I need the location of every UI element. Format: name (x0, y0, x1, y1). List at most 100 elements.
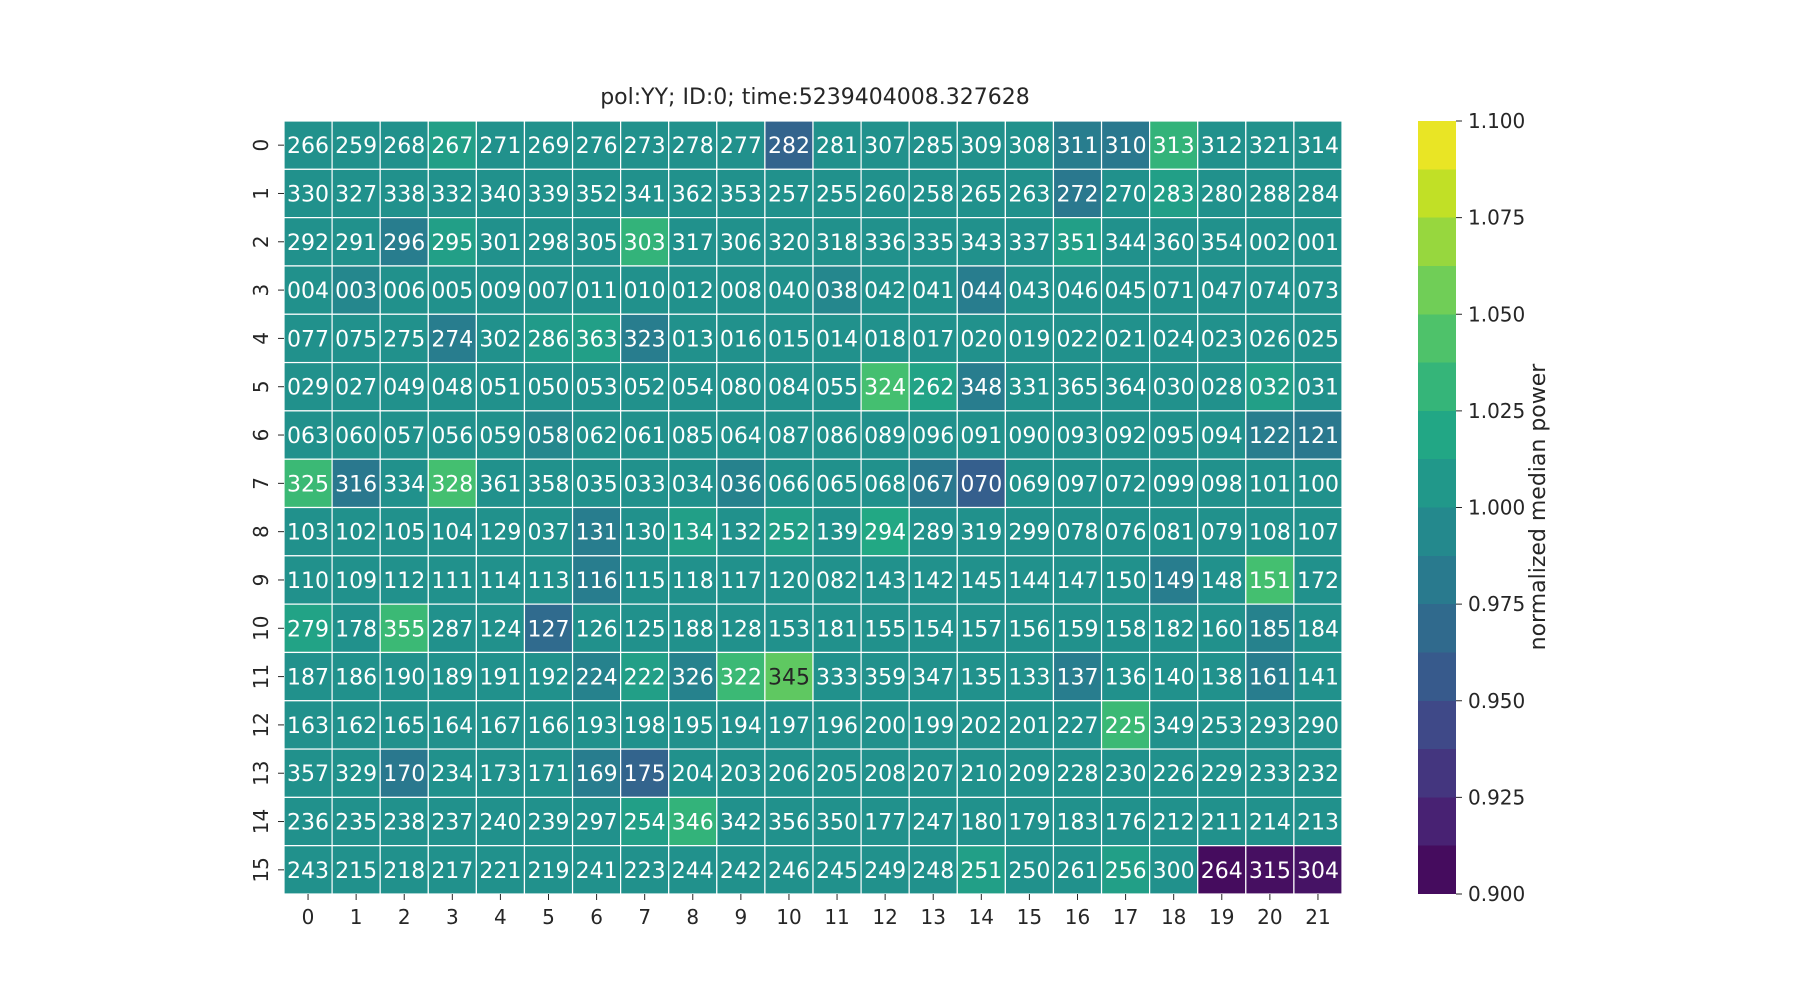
heatmap-cell (331, 748, 381, 798)
cell-label: 237 (431, 811, 473, 836)
cell-label: 086 (816, 424, 858, 449)
heatmap-cell (475, 845, 526, 895)
cell-label: 071 (1153, 279, 1195, 304)
cell-label: 357 (287, 762, 329, 787)
heatmap-cell (1293, 265, 1343, 315)
cell-label: 007 (528, 279, 570, 304)
cell-label: 091 (960, 424, 1002, 449)
cell-label: 122 (1249, 424, 1291, 449)
heatmap-cell (571, 796, 622, 847)
y-tick-label: 10 (249, 616, 273, 641)
cell-label: 184 (1297, 617, 1339, 642)
heatmap-cell (571, 458, 622, 509)
cell-label: 272 (1057, 182, 1099, 207)
heatmap-cell (716, 651, 766, 702)
heatmap-cell (1100, 168, 1151, 219)
cell-label: 310 (1105, 134, 1147, 159)
cell-label: 095 (1153, 424, 1195, 449)
heatmap-cell (956, 410, 1006, 460)
cell-label: 114 (479, 569, 521, 594)
cell-label: 229 (1201, 762, 1243, 787)
heatmap-cell (1293, 217, 1343, 267)
cell-label: 006 (383, 279, 425, 304)
cell-label: 278 (672, 134, 714, 159)
cell-label: 147 (1057, 569, 1099, 594)
cell-label: 023 (1201, 327, 1243, 352)
heatmap-cell (1245, 845, 1295, 895)
cell-label: 014 (816, 327, 858, 352)
heatmap-cell (523, 361, 574, 412)
cell-label: 300 (1153, 859, 1195, 884)
cell-label: 175 (624, 762, 666, 787)
cell-label: 107 (1297, 521, 1339, 546)
cell-label: 363 (576, 327, 618, 352)
cell-label: 319 (960, 521, 1002, 546)
heatmap-cell (427, 265, 477, 315)
cell-label: 250 (1008, 859, 1050, 884)
cell-label: 024 (1153, 327, 1195, 352)
cell-label: 183 (1057, 811, 1099, 836)
cell-label: 044 (960, 279, 1002, 304)
cell-label: 200 (864, 714, 906, 739)
cell-label: 021 (1105, 327, 1147, 352)
cell-label: 186 (335, 666, 377, 691)
cell-label: 133 (1008, 666, 1050, 691)
heatmap-cell (1004, 410, 1055, 460)
cell-label: 280 (1201, 182, 1243, 207)
x-tick-label: 0 (302, 905, 315, 929)
cell-label: 199 (912, 714, 954, 739)
heatmap-cell (523, 603, 574, 654)
heatmap-cell (716, 555, 766, 605)
heatmap-cell (716, 265, 766, 315)
cell-label: 154 (912, 617, 954, 642)
heatmap-cell (379, 265, 429, 315)
heatmap-cell (475, 217, 526, 267)
cell-label: 141 (1297, 666, 1339, 691)
cell-label: 323 (624, 327, 666, 352)
x-tick-label: 11 (824, 905, 849, 929)
heatmap-cell (1100, 700, 1151, 750)
cell-label: 224 (576, 666, 618, 691)
cell-label: 342 (720, 811, 762, 836)
heatmap-cell (1197, 120, 1247, 170)
cell-label: 288 (1249, 182, 1291, 207)
cell-label: 343 (960, 231, 1002, 256)
x-tick-label: 17 (1113, 905, 1138, 929)
cell-label: 165 (383, 714, 425, 739)
cell-label: 150 (1105, 569, 1147, 594)
heatmap-cell (1293, 700, 1343, 750)
cell-label: 355 (383, 617, 425, 642)
cell-label: 121 (1297, 424, 1339, 449)
colorbar-tick-label: 1.000 (1468, 496, 1525, 520)
cell-label: 211 (1201, 811, 1243, 836)
heatmap-cell (1052, 506, 1103, 557)
heatmap-cell (379, 506, 429, 557)
cell-label: 276 (576, 134, 618, 159)
heatmap-cell (812, 361, 862, 412)
heatmap-cell (331, 603, 381, 654)
heatmap-cell (908, 458, 958, 509)
heatmap-cell (523, 796, 574, 847)
cell-label: 117 (720, 569, 762, 594)
cell-label: 055 (816, 376, 858, 401)
cell-label: 002 (1249, 231, 1291, 256)
cell-label: 048 (431, 376, 473, 401)
heatmap-cell (812, 506, 862, 557)
heatmap-cell (427, 796, 477, 847)
cell-label: 161 (1249, 666, 1291, 691)
heatmap-cell (908, 361, 958, 412)
cell-label: 262 (912, 376, 954, 401)
cell-label: 032 (1249, 376, 1291, 401)
heatmap-cell (283, 265, 333, 315)
cell-label: 079 (1201, 521, 1243, 546)
cell-label: 304 (1297, 859, 1339, 884)
cell-label: 210 (960, 762, 1002, 787)
cell-label: 015 (768, 327, 810, 352)
heatmap-cell (1100, 555, 1151, 605)
y-tick-label: 0 (249, 139, 273, 152)
cell-label: 128 (720, 617, 762, 642)
cell-label: 267 (431, 134, 473, 159)
cell-label: 109 (335, 569, 377, 594)
cell-label: 275 (383, 327, 425, 352)
